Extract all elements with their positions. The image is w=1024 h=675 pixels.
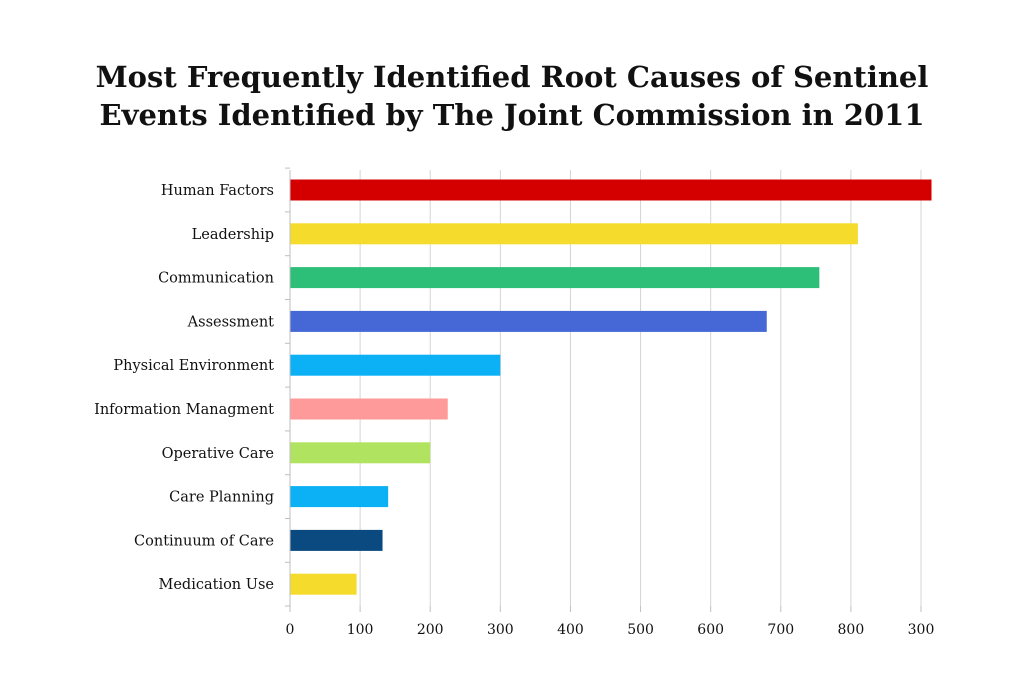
bar (290, 442, 431, 464)
x-tick-label: 0 (286, 622, 295, 638)
category-label: Care Planning (169, 490, 274, 506)
category-label: Human Factors (161, 183, 274, 199)
x-tick-label: 400 (557, 622, 584, 638)
bar (290, 179, 932, 201)
x-tick-label: 500 (627, 622, 654, 638)
axes (285, 167, 922, 612)
bar (290, 223, 858, 245)
category-label: Information Managment (94, 402, 274, 418)
chart-title-line-2: Events Identified by The Joint Commissio… (99, 98, 925, 132)
category-label: Continuum of Care (134, 533, 274, 549)
bar (290, 310, 767, 332)
x-tick-label: 300 (908, 622, 935, 638)
category-labels: Human Factors Leadership Communication Asse… (94, 183, 274, 593)
bar (290, 398, 448, 420)
bar (290, 486, 389, 508)
bar (290, 573, 357, 595)
chart-title: Most Frequently Identified Root Causes o… (0, 58, 1024, 134)
category-label: Medication Use (159, 577, 275, 593)
category-label: Assessment (187, 314, 274, 330)
x-tick-label: 200 (417, 622, 444, 638)
x-tick-label: 800 (838, 622, 865, 638)
chart-title-line-1: Most Frequently Identified Root Causes o… (95, 60, 929, 94)
category-label: Leadership (192, 227, 274, 243)
bars (290, 179, 932, 595)
bar (290, 529, 383, 551)
x-tick-label: 700 (767, 622, 794, 638)
x-tick-label: 300 (487, 622, 514, 638)
x-tick-label: 100 (347, 622, 374, 638)
bar (290, 354, 501, 376)
bar (290, 267, 820, 289)
x-tick-labels: 0 100 200 300 400 500 600 700 800 300 (286, 622, 935, 638)
category-label: Communication (158, 271, 274, 287)
category-label: Physical Environment (113, 358, 274, 374)
category-label: Operative Care (162, 446, 274, 462)
x-tick-label: 600 (697, 622, 724, 638)
